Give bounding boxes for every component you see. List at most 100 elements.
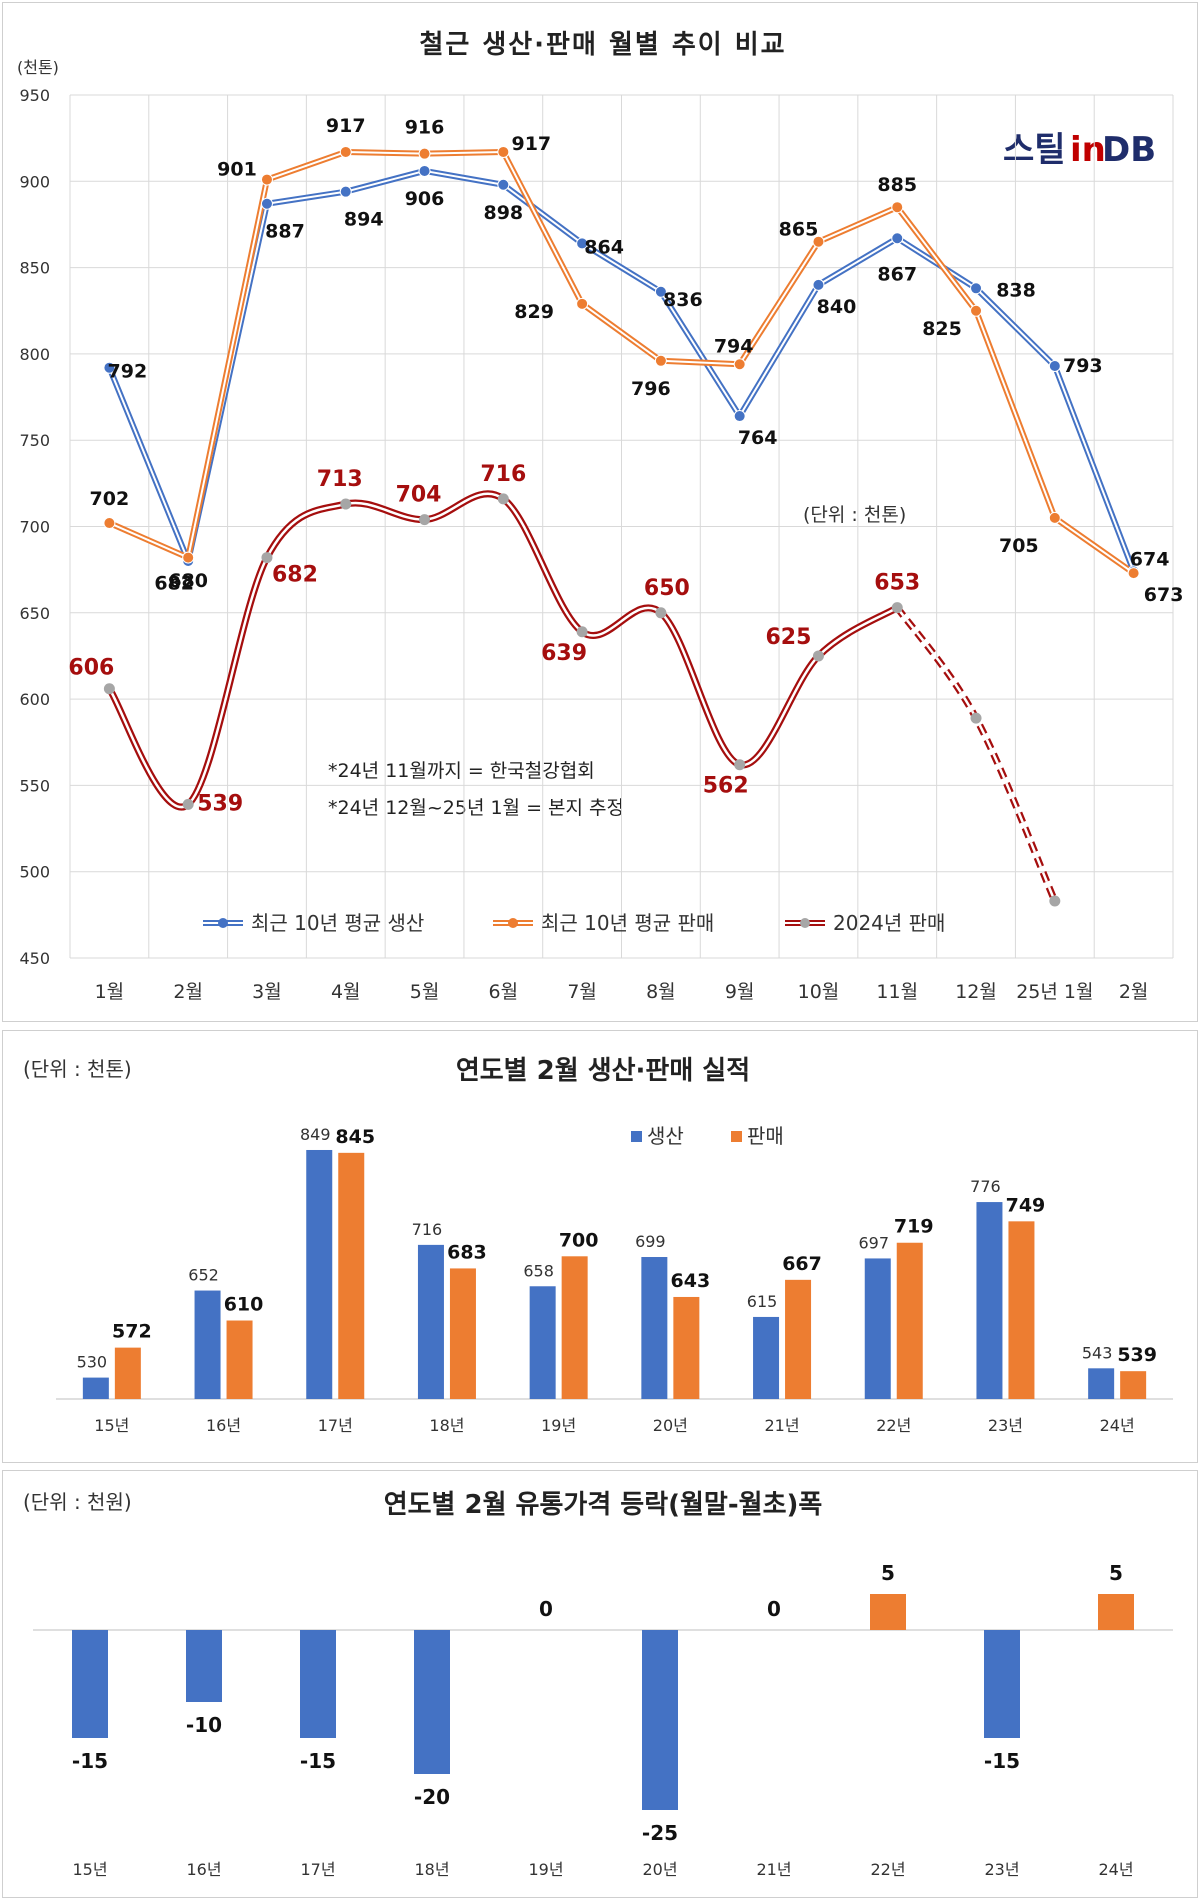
production-value-label: 658 [523,1261,554,1280]
sales-2024-point [261,552,273,564]
x-tick-label: 17년 [300,1860,335,1879]
sales-2024-value-label: 639 [541,641,587,666]
x-tick-label: 20년 [653,1416,688,1435]
production-avg-point [1048,359,1061,372]
sales-2024-value-label: 606 [68,656,114,681]
production-avg-point [418,164,431,177]
sales-bar [785,1279,812,1399]
sales-2024-point [812,650,824,662]
production-avg-value-label: 887 [265,221,305,243]
sales-2024-point [497,493,509,505]
production-avg-value-label: 680 [168,570,208,592]
sales-avg-value-label: 917 [511,133,551,155]
logo-text-1: 스틸 [1003,130,1066,170]
sales-bar [561,1256,588,1399]
x-tick-label: 15년 [72,1860,107,1879]
x-tick-label: 21년 [765,1416,800,1435]
price-change-value-label: 5 [881,1561,895,1585]
x-tick-label: 17년 [318,1416,353,1435]
logo-text-3: DB [1102,130,1156,170]
chart1-note-2: *24년 12월~25년 1월 = 본지 추정 [328,797,624,819]
sales-2024-point [891,602,903,614]
price-change-value-label: -15 [72,1749,108,1773]
production-avg-point [891,232,904,245]
feb-production-sales-panel: (단위 : 천톤) 연도별 2월 생산·판매 실적 생산 판매 530 572 15년… [2,1030,1198,1463]
chart2-legend: 생산 판매 [631,1124,784,1148]
chart2-unit-note: (단위 : 천톤) [23,1057,132,1081]
sales-2024-point [734,759,746,771]
sales-2024-point [1049,895,1061,907]
legend-marker [508,918,518,928]
chart3-unit-note: (단위 : 천원) [23,1490,132,1514]
x-tick-label: 6월 [489,981,519,1003]
sales-bar [1008,1221,1035,1399]
x-tick-label: 25년 1월 [1016,981,1093,1003]
production-avg-value-label: 792 [108,361,148,383]
y-tick-label: 900 [19,172,50,191]
sales-avg-value-label: 796 [631,378,671,400]
x-tick-label: 22년 [870,1860,905,1879]
production-avg-value-label: 840 [817,296,857,318]
production-value-label: 530 [77,1353,108,1372]
production-value-label: 849 [300,1125,331,1144]
sales-bar [673,1296,700,1399]
sales-avg-value-label: 901 [217,159,257,181]
sales-avg-point [1048,511,1061,524]
chart1-title: 철근 생산·판매 월별 추이 비교 [419,30,786,60]
production-bar [529,1286,556,1399]
production-avg-value-label: 836 [663,289,703,311]
x-tick-label: 16년 [206,1416,241,1435]
x-tick-label: 19년 [528,1860,563,1879]
x-tick-label: 5월 [410,981,440,1003]
sales-avg-value-label: 885 [877,174,917,196]
sales-avg-point [260,173,273,186]
sales-2024-value-label: 625 [765,625,811,650]
chart2-title: 연도별 2월 생산·판매 실적 [456,1056,750,1086]
legend-label: 생산 [647,1124,684,1148]
production-bar [306,1149,333,1399]
production-avg-point [733,410,746,423]
production-avg-value-label: 838 [996,279,1036,301]
x-tick-label: 8월 [646,981,676,1003]
sales-value-label: 539 [1117,1344,1157,1366]
sales-avg-value-label: 673 [1144,584,1184,606]
production-bar [864,1258,891,1399]
production-avg-value-label: 674 [1130,548,1170,570]
price-change-value-label: 0 [767,1597,781,1621]
sales-avg-line-inner [108,150,1135,574]
y-tick-label: 600 [19,690,50,709]
x-tick-label: 20년 [642,1860,677,1879]
sales-bar [338,1152,365,1399]
legend-label: 판매 [747,1124,784,1148]
x-tick-label: 3월 [252,981,282,1003]
production-value-label: 615 [747,1292,778,1311]
sales-2024-estimate-line [894,605,1059,903]
price-change-bar [984,1630,1020,1738]
sales-2024-value-label: 650 [644,576,690,601]
chart1-legend: 최근 10년 평균 생산 최근 10년 평균 판매 2024년 판매 [203,911,945,935]
production-bar [976,1202,1003,1399]
sales-avg-point [576,297,589,310]
sales-avg-value-label: 865 [779,219,819,241]
feb-price-change-panel: (단위 : 천원) 연도별 2월 유통가격 등락(월말-월초)폭 -15 15년 -… [2,1470,1198,1898]
price-change-value-label: -20 [414,1785,450,1809]
y-tick-label: 550 [19,776,50,795]
chart1-y-unit: (천톤) [17,58,59,77]
sales-value-label: 683 [447,1241,487,1263]
x-tick-label: 18년 [429,1416,464,1435]
sales-2024-point [655,607,667,619]
price-change-bar [870,1594,906,1630]
x-tick-label: 9월 [725,981,755,1003]
legend-marker [218,918,228,928]
sales-avg-value-label: 825 [922,318,962,340]
price-change-bar [186,1630,222,1702]
sales-avg-point [103,517,116,530]
production-value-label: 776 [970,1177,1001,1196]
production-value-label: 716 [412,1220,443,1239]
sales-value-label: 643 [671,1270,711,1292]
x-tick-label: 7월 [567,981,597,1003]
price-change-bar [414,1630,450,1774]
sales-2024-point [103,683,115,695]
sales-2024-point [340,498,352,510]
